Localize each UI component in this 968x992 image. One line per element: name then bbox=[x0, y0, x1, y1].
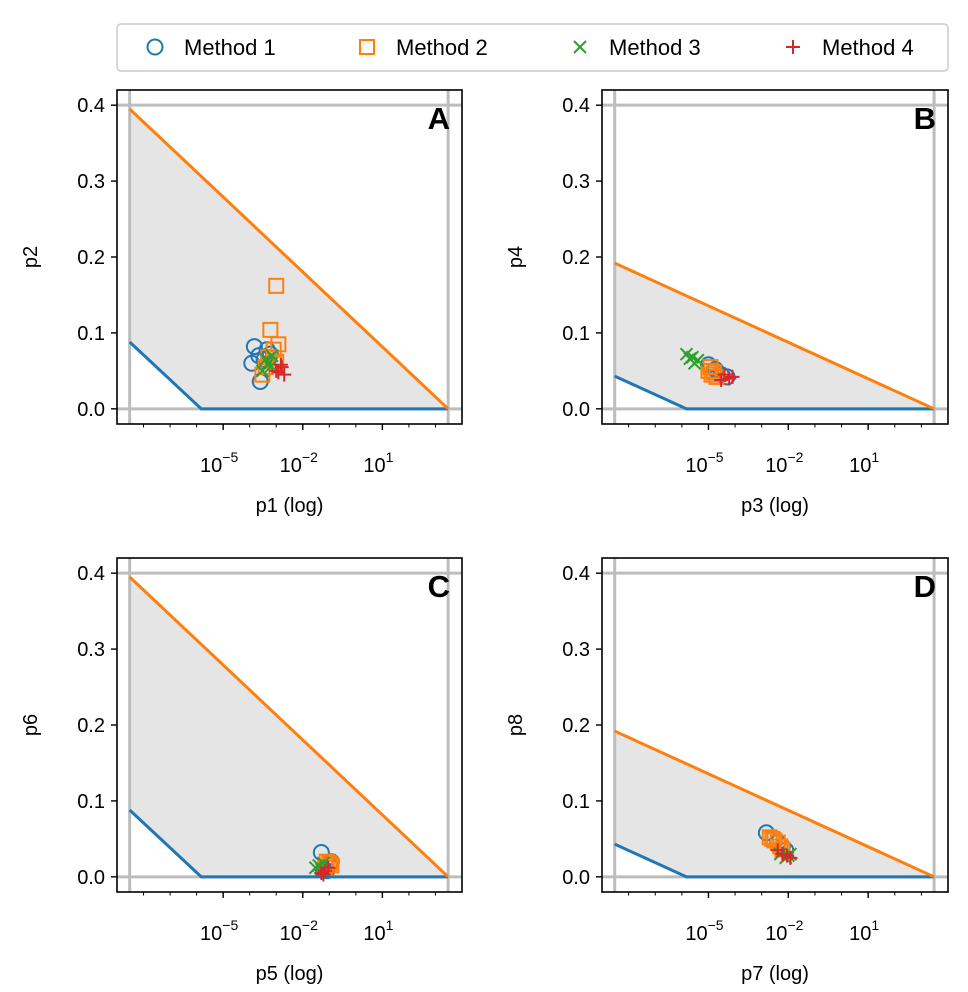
x-axis-label: p5 (log) bbox=[256, 963, 324, 985]
upper-bound-line bbox=[128, 107, 450, 410]
y-axis-label: p6 bbox=[20, 714, 42, 736]
y-tick-label: 0.1 bbox=[77, 791, 105, 813]
panel-letter: C bbox=[428, 569, 450, 604]
panel-b: 0.0 0.1 0.2 0.3 0.4 10−5 10−2 101 p3 (log) p4 B bbox=[505, 89, 949, 517]
y-tick-label: 0.0 bbox=[562, 399, 590, 421]
x-axis-label: p7 (log) bbox=[741, 963, 809, 985]
y-tick-label: 0.1 bbox=[562, 323, 590, 345]
method-4-point bbox=[722, 371, 737, 386]
y-tick-label: 0.0 bbox=[77, 867, 105, 889]
upper-bound-line bbox=[614, 261, 935, 411]
series-method-4 bbox=[770, 843, 798, 865]
method-2-point bbox=[702, 359, 719, 376]
legend-label: Method 4 bbox=[822, 35, 914, 60]
legend-item-3: Method 3 bbox=[573, 35, 701, 60]
feasible-region bbox=[129, 576, 449, 877]
method-4-point bbox=[780, 848, 795, 863]
y-tick-label: 0.0 bbox=[77, 399, 105, 421]
x-axis-label: p1 (log) bbox=[256, 495, 324, 517]
x-tick-label: 10−5 bbox=[685, 917, 723, 945]
upper-bound-line bbox=[128, 575, 450, 878]
y-tick-label: 0.2 bbox=[562, 715, 590, 737]
series-method-3 bbox=[255, 348, 279, 378]
method-3-point bbox=[255, 364, 270, 378]
x-tick-label: 101 bbox=[849, 449, 879, 477]
method-2-point bbox=[359, 39, 375, 55]
y-tick-label: 0.1 bbox=[562, 791, 590, 813]
method-2-point bbox=[254, 366, 271, 383]
legend-label: Method 1 bbox=[184, 35, 276, 60]
y-axis-label: p4 bbox=[505, 246, 527, 268]
method-2-point bbox=[705, 364, 722, 381]
lower-bound-line bbox=[128, 340, 449, 411]
lower-bound-line bbox=[614, 374, 935, 411]
y-tick-label: 0.4 bbox=[562, 563, 590, 585]
legend: Method 1 Method 2 Method 3 Method 4 bbox=[116, 23, 949, 72]
y-tick-label: 0.4 bbox=[77, 95, 105, 117]
panel-d: 0.0 0.1 0.2 0.3 0.4 10−5 10−2 101 p7 (log) p8 D bbox=[505, 557, 949, 985]
legend-item-1: Method 1 bbox=[146, 35, 276, 60]
method-2-point bbox=[708, 368, 725, 385]
legend-item-4: Method 4 bbox=[786, 35, 914, 60]
panel-letter: A bbox=[428, 101, 450, 136]
panel-letter: B bbox=[914, 101, 936, 136]
y-tick-label: 0.3 bbox=[77, 171, 105, 193]
x-axis-label: p3 (log) bbox=[741, 495, 809, 517]
method-3-point bbox=[265, 348, 279, 363]
legend-label: Method 2 bbox=[396, 35, 488, 60]
method-3-point bbox=[573, 40, 587, 54]
legend-item-2: Method 2 bbox=[359, 35, 488, 60]
legend-label: Method 3 bbox=[609, 35, 701, 60]
method-3-point bbox=[258, 352, 273, 367]
method-1-point bbox=[146, 38, 164, 56]
panel-letter: D bbox=[914, 569, 936, 604]
y-tick-label: 0.3 bbox=[562, 639, 590, 661]
method-2-point bbox=[761, 829, 778, 846]
method-4-point bbox=[714, 372, 729, 387]
y-tick-label: 0.1 bbox=[77, 323, 105, 345]
y-tick-label: 0.2 bbox=[562, 247, 590, 269]
series-method-4 bbox=[714, 367, 740, 387]
x-tick-label: 10−5 bbox=[685, 449, 723, 477]
y-axis-label: p8 bbox=[505, 714, 527, 736]
x-tick-label: 10−2 bbox=[765, 449, 803, 477]
method-3-point bbox=[683, 352, 697, 366]
method-2-point bbox=[268, 277, 285, 294]
x-tick-label: 101 bbox=[363, 917, 393, 945]
series-method-3 bbox=[679, 347, 705, 370]
method-4-point bbox=[786, 40, 800, 54]
x-tick-label: 10−5 bbox=[200, 449, 238, 477]
y-tick-label: 0.2 bbox=[77, 715, 105, 737]
y-tick-label: 0.4 bbox=[562, 95, 590, 117]
method-4-point bbox=[277, 367, 292, 382]
method-4-point bbox=[273, 357, 288, 372]
x-tick-label: 10−5 bbox=[200, 917, 238, 945]
method-2-point bbox=[270, 336, 287, 353]
lower-bound-line bbox=[128, 808, 449, 879]
y-tick-label: 0.0 bbox=[562, 867, 590, 889]
panel-c: 0.0 0.1 0.2 0.3 0.4 10−5 10−2 101 p5 (log) p6 C bbox=[20, 557, 463, 985]
legend-box bbox=[116, 23, 949, 72]
series-method-4 bbox=[269, 357, 292, 382]
method-4-point bbox=[725, 369, 740, 384]
x-tick-label: 10−2 bbox=[765, 917, 803, 945]
y-tick-label: 0.3 bbox=[562, 171, 590, 193]
y-tick-label: 0.3 bbox=[77, 639, 105, 661]
method-1-point bbox=[245, 338, 263, 356]
series-method-4 bbox=[314, 860, 336, 882]
method-4-point bbox=[316, 867, 331, 882]
upper-bound-line bbox=[614, 729, 935, 879]
lower-bound-line bbox=[614, 842, 935, 879]
y-axis-label: p2 bbox=[20, 246, 42, 268]
x-tick-label: 10−2 bbox=[280, 917, 318, 945]
y-tick-label: 0.2 bbox=[77, 247, 105, 269]
method-4-point bbox=[783, 850, 798, 865]
x-tick-label: 10−2 bbox=[280, 449, 318, 477]
x-tick-label: 101 bbox=[849, 917, 879, 945]
panel-a: 0.0 0.1 0.2 0.3 0.4 10−5 10−2 101 p1 (log) p2 A bbox=[20, 89, 463, 517]
method-2-point bbox=[764, 830, 781, 847]
x-tick-label: 101 bbox=[363, 449, 393, 477]
y-tick-label: 0.4 bbox=[77, 563, 105, 585]
